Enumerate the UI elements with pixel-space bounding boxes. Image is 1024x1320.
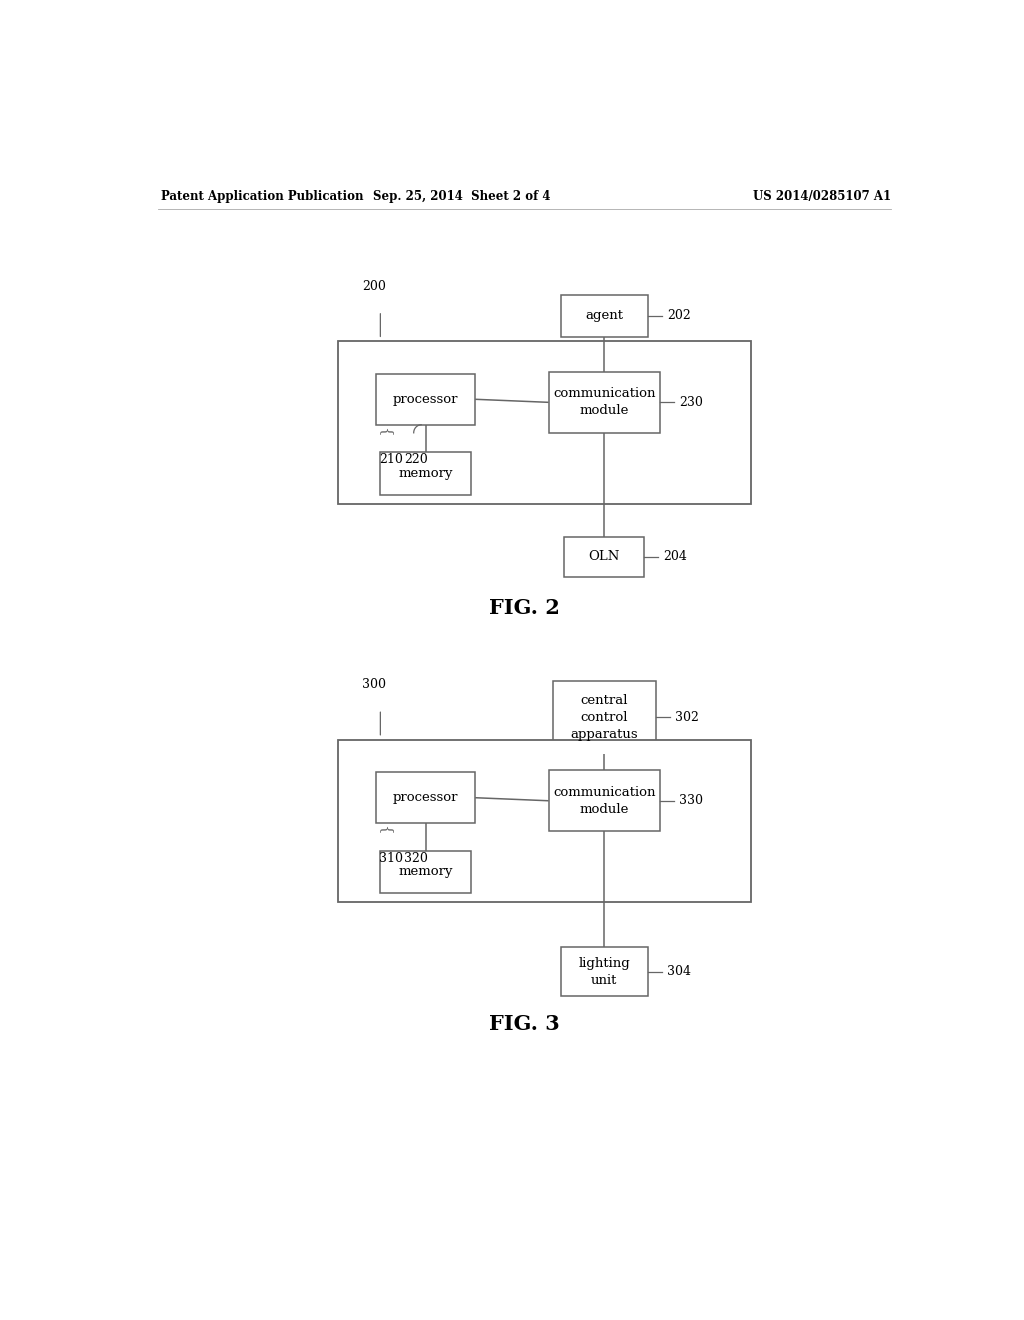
Text: {: { — [379, 825, 392, 836]
Bar — [338, 739, 751, 903]
Text: 230: 230 — [679, 396, 702, 409]
Text: US 2014/0285107 A1: US 2014/0285107 A1 — [754, 190, 892, 202]
Text: 220: 220 — [403, 453, 428, 466]
Text: 300: 300 — [362, 678, 386, 690]
Bar — [376, 374, 475, 425]
Text: 310: 310 — [379, 851, 403, 865]
Bar — [338, 342, 751, 504]
Text: FIG. 2: FIG. 2 — [489, 598, 560, 618]
Text: FIG. 3: FIG. 3 — [489, 1014, 560, 1035]
Text: communication
module: communication module — [553, 387, 655, 417]
Bar — [376, 772, 475, 824]
Text: 304: 304 — [667, 965, 691, 978]
Text: 302: 302 — [675, 711, 698, 723]
Text: lighting
unit: lighting unit — [579, 957, 630, 986]
Bar — [380, 850, 471, 894]
Text: Sep. 25, 2014  Sheet 2 of 4: Sep. 25, 2014 Sheet 2 of 4 — [373, 190, 550, 202]
Text: 200: 200 — [362, 280, 386, 293]
Bar — [553, 681, 655, 754]
Bar — [549, 771, 659, 832]
Text: 204: 204 — [663, 550, 687, 564]
Bar — [380, 453, 471, 495]
Bar — [549, 372, 659, 433]
Text: 330: 330 — [679, 795, 702, 808]
Text: 202: 202 — [667, 309, 690, 322]
Text: Patent Application Publication: Patent Application Publication — [162, 190, 364, 202]
Text: central
control
apparatus: central control apparatus — [570, 694, 638, 741]
Text: {: { — [379, 426, 392, 437]
Text: OLN: OLN — [589, 550, 620, 564]
Text: 320: 320 — [403, 851, 428, 865]
Text: agent: agent — [585, 309, 624, 322]
Text: processor: processor — [393, 791, 459, 804]
Text: memory: memory — [398, 866, 453, 878]
Text: processor: processor — [393, 393, 459, 405]
Text: 210: 210 — [379, 453, 403, 466]
Bar — [560, 948, 648, 995]
Text: communication
module: communication module — [553, 785, 655, 816]
Bar — [564, 536, 644, 577]
Text: memory: memory — [398, 467, 453, 480]
Bar — [560, 294, 648, 338]
